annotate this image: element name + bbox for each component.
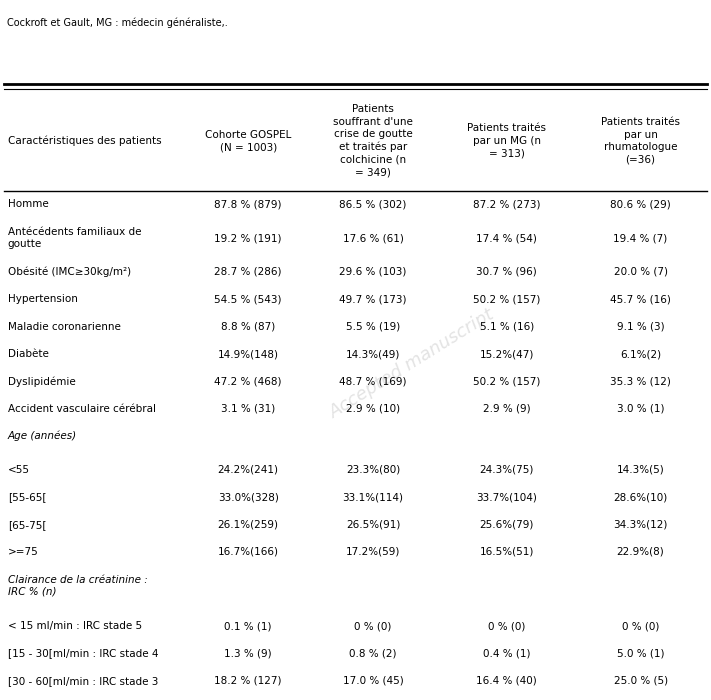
Text: 50.2 % (157): 50.2 % (157) (473, 377, 540, 386)
Text: 24.2%(241): 24.2%(241) (218, 465, 279, 475)
Text: 23.3%(80): 23.3%(80) (346, 465, 400, 475)
Text: 2.9 % (10): 2.9 % (10) (346, 404, 400, 414)
Text: Homme: Homme (8, 199, 48, 209)
Text: Accident vasculaire cérébral: Accident vasculaire cérébral (8, 404, 156, 414)
Text: 24.3%(75): 24.3%(75) (480, 465, 534, 475)
Text: 0 % (0): 0 % (0) (622, 621, 659, 631)
Text: >=75: >=75 (8, 547, 38, 557)
Text: 9.1 % (3): 9.1 % (3) (616, 322, 664, 332)
Text: 3.0 % (1): 3.0 % (1) (617, 404, 664, 414)
Text: 17.0 % (45): 17.0 % (45) (343, 676, 403, 686)
Text: 16.7%(166): 16.7%(166) (218, 547, 279, 557)
Text: Dyslipidémie: Dyslipidémie (8, 376, 75, 386)
Text: Accepted manuscript: Accepted manuscript (326, 306, 498, 422)
Text: 17.4 % (54): 17.4 % (54) (476, 233, 538, 243)
Text: 22.9%(8): 22.9%(8) (616, 547, 665, 557)
Text: 35.3 % (12): 35.3 % (12) (610, 377, 671, 386)
Text: 5.1 % (16): 5.1 % (16) (480, 322, 534, 332)
Text: 30.7 % (96): 30.7 % (96) (476, 267, 538, 277)
Text: 5.0 % (1): 5.0 % (1) (617, 648, 664, 659)
Text: 33.0%(328): 33.0%(328) (218, 492, 279, 503)
Text: 18.2 % (127): 18.2 % (127) (215, 676, 282, 686)
Text: 29.6 % (103): 29.6 % (103) (339, 267, 407, 277)
Text: < 15 ml/min : IRC stade 5: < 15 ml/min : IRC stade 5 (8, 621, 142, 631)
Text: Age (années): Age (années) (8, 430, 77, 441)
Text: 14.3%(49): 14.3%(49) (346, 349, 400, 359)
Text: [15 - 30[ml/min : IRC stade 4: [15 - 30[ml/min : IRC stade 4 (8, 648, 159, 659)
Text: 17.2%(59): 17.2%(59) (346, 547, 400, 557)
Text: 47.2 % (468): 47.2 % (468) (215, 377, 282, 386)
Text: 0.4 % (1): 0.4 % (1) (483, 648, 530, 659)
Text: Caractéristiques des patients: Caractéristiques des patients (8, 136, 161, 146)
Text: 0 % (0): 0 % (0) (354, 621, 392, 631)
Text: [65-75[: [65-75[ (8, 519, 46, 530)
Text: Hypertension: Hypertension (8, 294, 77, 304)
Text: 17.6 % (61): 17.6 % (61) (343, 233, 404, 243)
Text: 19.4 % (7): 19.4 % (7) (614, 233, 668, 243)
Text: Cohorte GOSPEL
(N = 1003): Cohorte GOSPEL (N = 1003) (205, 130, 292, 152)
Text: 1.3 % (9): 1.3 % (9) (225, 648, 272, 659)
Text: 15.2%(47): 15.2%(47) (480, 349, 534, 359)
Text: 80.6 % (29): 80.6 % (29) (610, 199, 671, 209)
Text: Maladie coronarienne: Maladie coronarienne (8, 322, 121, 332)
Text: 87.2 % (273): 87.2 % (273) (473, 199, 540, 209)
Text: Antécédents familiaux de
goutte: Antécédents familiaux de goutte (8, 227, 141, 249)
Text: 14.9%(148): 14.9%(148) (218, 349, 279, 359)
Text: 26.1%(259): 26.1%(259) (218, 519, 279, 530)
Text: 28.7 % (286): 28.7 % (286) (215, 267, 282, 277)
Text: 54.5 % (543): 54.5 % (543) (215, 294, 282, 304)
Text: Patients traités
par un MG (n
= 313): Patients traités par un MG (n = 313) (467, 123, 546, 158)
Text: 34.3%(12): 34.3%(12) (614, 519, 668, 530)
Text: 0.1 % (1): 0.1 % (1) (225, 621, 272, 631)
Text: 8.8 % (87): 8.8 % (87) (221, 322, 275, 332)
Text: Cockroft et Gault, MG : médecin généraliste,.: Cockroft et Gault, MG : médecin générali… (7, 18, 228, 28)
Text: 33.7%(104): 33.7%(104) (476, 492, 538, 503)
Text: 33.1%(114): 33.1%(114) (343, 492, 404, 503)
Text: 49.7 % (173): 49.7 % (173) (339, 294, 407, 304)
Text: 86.5 % (302): 86.5 % (302) (339, 199, 407, 209)
Text: 3.1 % (31): 3.1 % (31) (221, 404, 275, 414)
Text: 0.8 % (2): 0.8 % (2) (349, 648, 397, 659)
Text: 45.7 % (16): 45.7 % (16) (610, 294, 671, 304)
Text: [30 - 60[ml/min : IRC stade 3: [30 - 60[ml/min : IRC stade 3 (8, 676, 158, 686)
Text: 19.2 % (191): 19.2 % (191) (215, 233, 282, 243)
Text: Patients
souffrant d'une
crise de goutte
et traités par
colchicine (n
= 349): Patients souffrant d'une crise de goutte… (333, 104, 413, 177)
Text: Obésité (IMC≥30kg/m²): Obésité (IMC≥30kg/m²) (8, 267, 131, 277)
Text: <55: <55 (8, 465, 30, 475)
Text: [55-65[: [55-65[ (8, 492, 46, 503)
Text: 50.2 % (157): 50.2 % (157) (473, 294, 540, 304)
Text: 26.5%(91): 26.5%(91) (346, 519, 400, 530)
Text: Diabète: Diabète (8, 349, 48, 359)
Text: 0 % (0): 0 % (0) (488, 621, 525, 631)
Text: 16.5%(51): 16.5%(51) (480, 547, 534, 557)
Text: 87.8 % (879): 87.8 % (879) (215, 199, 282, 209)
Text: 14.3%(5): 14.3%(5) (616, 465, 665, 475)
Text: 16.4 % (40): 16.4 % (40) (476, 676, 538, 686)
Text: Patients traités
par un
rhumatologue
(=36): Patients traités par un rhumatologue (=3… (601, 117, 680, 164)
Text: 25.6%(79): 25.6%(79) (480, 519, 534, 530)
Text: 20.0 % (7): 20.0 % (7) (614, 267, 668, 277)
Text: 28.6%(10): 28.6%(10) (614, 492, 668, 503)
Text: Clairance de la créatinine :
IRC % (n): Clairance de la créatinine : IRC % (n) (8, 575, 148, 597)
Text: 2.9 % (9): 2.9 % (9) (483, 404, 530, 414)
Text: 25.0 % (5): 25.0 % (5) (614, 676, 668, 686)
Text: 48.7 % (169): 48.7 % (169) (339, 377, 407, 386)
Text: 5.5 % (19): 5.5 % (19) (346, 322, 400, 332)
Text: 6.1%(2): 6.1%(2) (620, 349, 661, 359)
